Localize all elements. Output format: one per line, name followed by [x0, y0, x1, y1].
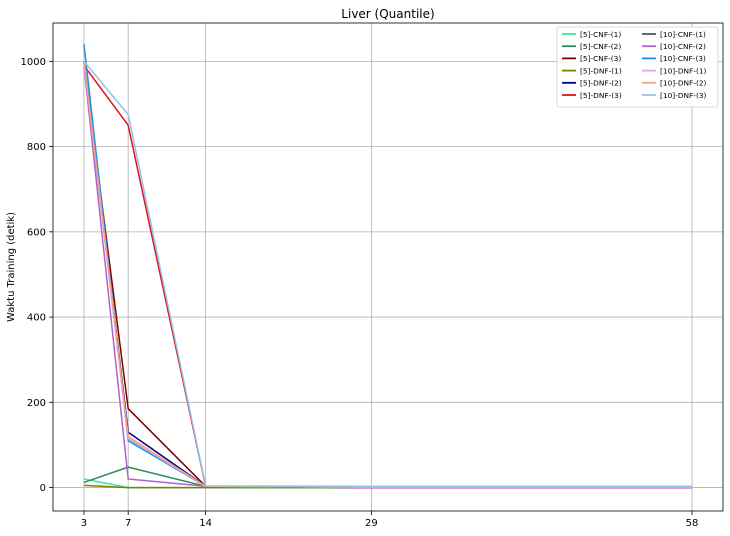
legend-label: [10]-DNF-(3)	[660, 91, 707, 100]
series-line	[83, 65, 692, 489]
series-line	[83, 63, 692, 489]
x-tick-label: 3	[81, 518, 87, 529]
y-tick-label: 800	[27, 142, 46, 153]
legend-label: [10]-CNF-(1)	[660, 30, 706, 39]
legend-label: [5]-CNF-(2)	[580, 42, 621, 51]
legend-label: [10]-CNF-(3)	[660, 54, 706, 63]
x-tick-label: 14	[199, 518, 212, 529]
y-tick-label: 400	[27, 313, 46, 324]
legend: [5]-CNF-(1) [5]-CNF-(2) [5]-CNF-(3) [5]-DNF…	[556, 26, 719, 108]
y-tick-label: 1000	[21, 57, 46, 68]
y-tick-label: 0	[40, 483, 46, 494]
y-axis-ticks: 0 200 400 600 800 1000	[21, 57, 53, 494]
series-line	[83, 466, 692, 489]
series-line	[83, 61, 692, 488]
chart-title: Liver (Quantile)	[341, 7, 434, 21]
legend-label: [10]-CNF-(2)	[660, 42, 706, 51]
series-line	[83, 44, 692, 488]
series-line	[83, 61, 692, 488]
legend-label: [5]-DNF-(1)	[580, 66, 622, 75]
series-lines	[83, 44, 692, 489]
legend-label: [10]-DNF-(1)	[660, 66, 707, 75]
series-line	[83, 61, 692, 489]
y-tick-label: 600	[27, 227, 46, 238]
y-axis-label: Waktu Training (detik)	[6, 212, 17, 322]
x-tick-label: 58	[686, 518, 699, 529]
x-axis-ticks: 3 7 14 29 58	[81, 511, 699, 529]
plot-frame	[52, 22, 724, 512]
x-tick-label: 7	[125, 518, 131, 529]
legend-box	[556, 26, 719, 108]
legend-label: [5]-DNF-(2)	[580, 79, 622, 88]
x-tick-label: 29	[365, 518, 378, 529]
legend-label: [5]-CNF-(1)	[580, 30, 621, 39]
legend-label: [10]-DNF-(2)	[660, 79, 707, 88]
series-line	[83, 60, 692, 488]
series-line	[83, 65, 692, 489]
y-tick-label: 200	[27, 398, 46, 409]
series-line	[83, 61, 692, 488]
legend-label: [5]-DNF-(3)	[580, 91, 622, 100]
legend-label: [5]-CNF-(3)	[580, 54, 621, 63]
